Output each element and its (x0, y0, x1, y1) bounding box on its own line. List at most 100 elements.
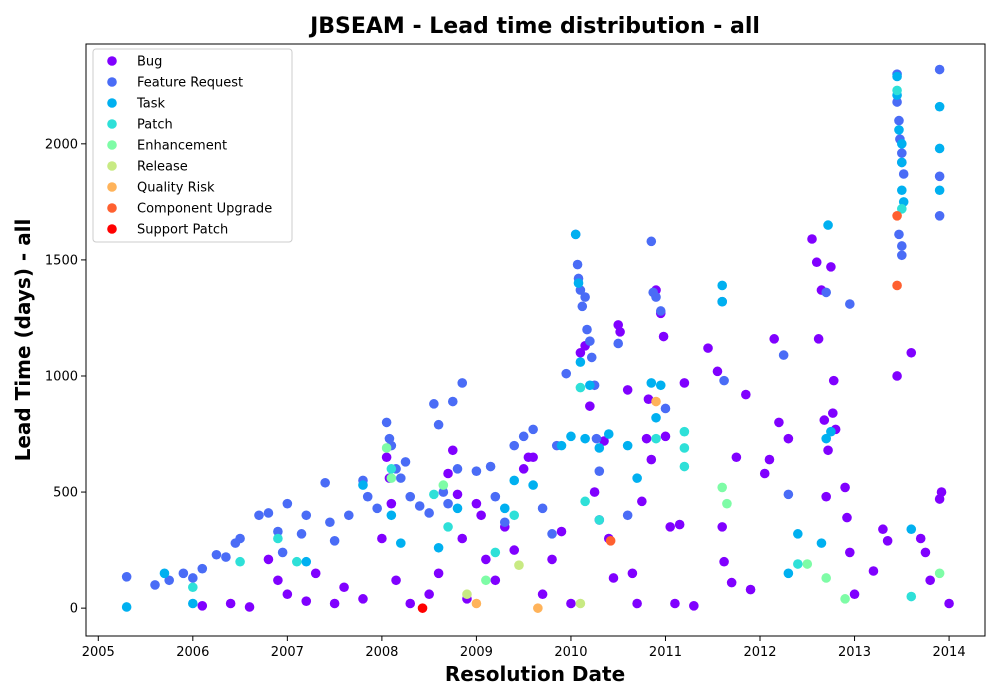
series-4 (381, 443, 945, 604)
data-point (452, 489, 463, 500)
data-point (936, 487, 947, 497)
x-tick-label: 2014 (933, 645, 966, 660)
data-point (263, 554, 274, 565)
data-point (646, 378, 657, 388)
data-point (457, 533, 468, 544)
data-point (585, 336, 595, 346)
data-point (802, 559, 813, 569)
data-point (719, 375, 729, 386)
data-point (703, 343, 713, 353)
data-point (561, 368, 572, 379)
legend-marker (107, 203, 117, 213)
data-point (819, 415, 830, 425)
data-point (400, 457, 411, 467)
data-point (906, 591, 917, 602)
legend-marker (107, 161, 117, 171)
data-point (292, 556, 302, 567)
data-point (433, 568, 444, 579)
legend-label: Quality Risk (137, 181, 215, 196)
data-point (897, 148, 907, 158)
x-tick-label: 2005 (82, 645, 115, 660)
data-point (580, 496, 590, 507)
data-point (325, 517, 335, 528)
data-point (429, 399, 439, 409)
legend-marker (107, 56, 117, 66)
data-point (452, 464, 463, 474)
data-point (586, 352, 597, 363)
data-point (509, 475, 520, 486)
data-point (674, 519, 685, 530)
data-point (637, 496, 647, 507)
data-point (471, 598, 482, 609)
data-point (386, 473, 397, 483)
data-point (925, 575, 935, 586)
data-point (679, 461, 690, 472)
data-point (254, 510, 264, 521)
data-point (622, 385, 633, 395)
data-point (894, 125, 904, 135)
data-point (605, 536, 616, 546)
data-point (329, 598, 340, 609)
data-point (447, 445, 458, 456)
data-point (509, 510, 520, 521)
legend-marker (107, 98, 117, 108)
data-point (386, 464, 397, 474)
data-point (793, 529, 803, 539)
data-point (358, 480, 368, 490)
data-point (509, 545, 520, 555)
x-tick-label: 2010 (554, 645, 587, 660)
x-tick-label: 2011 (649, 645, 682, 660)
data-point (518, 464, 529, 474)
series-3 (188, 85, 917, 602)
data-point (301, 510, 312, 521)
data-point (547, 554, 557, 565)
data-point (934, 143, 945, 154)
data-point (301, 556, 312, 567)
data-point (608, 573, 619, 583)
data-point (658, 331, 669, 342)
data-point (556, 440, 567, 451)
data-point (528, 452, 538, 463)
data-point (679, 378, 690, 388)
data-point (447, 396, 458, 407)
data-point (689, 601, 699, 611)
data-point (882, 536, 893, 546)
data-point (741, 389, 751, 400)
y-tick-label: 1500 (45, 253, 78, 268)
data-point (892, 97, 902, 107)
data-point (343, 510, 354, 521)
x-axis-label: Resolution Date (445, 662, 625, 686)
data-point (277, 547, 288, 558)
data-point (362, 491, 373, 502)
legend-marker (107, 77, 117, 87)
legend-label: Enhancement (137, 139, 227, 154)
plot-area (85, 43, 986, 637)
data-point (391, 575, 401, 586)
series-2 (121, 71, 945, 612)
data-point (613, 338, 624, 349)
data-point (509, 440, 520, 451)
data-point (897, 139, 907, 149)
data-point (892, 280, 902, 291)
data-point (821, 287, 831, 298)
data-point (575, 347, 586, 358)
data-point (490, 547, 501, 558)
data-point (121, 572, 132, 582)
legend-label: Component Upgrade (137, 202, 272, 217)
data-point (591, 433, 602, 444)
data-point (582, 324, 592, 335)
legend-label: Task (136, 97, 166, 112)
data-point (329, 536, 340, 546)
data-point (580, 433, 590, 444)
legend-marker (107, 182, 117, 192)
data-point (783, 489, 794, 500)
data-point (641, 433, 652, 444)
data-point (476, 510, 486, 521)
data-point (296, 529, 307, 539)
data-point (845, 299, 855, 309)
data-point (424, 508, 434, 518)
data-point (244, 602, 255, 612)
data-point (603, 429, 614, 439)
data-point (842, 512, 852, 523)
data-point (414, 501, 425, 511)
